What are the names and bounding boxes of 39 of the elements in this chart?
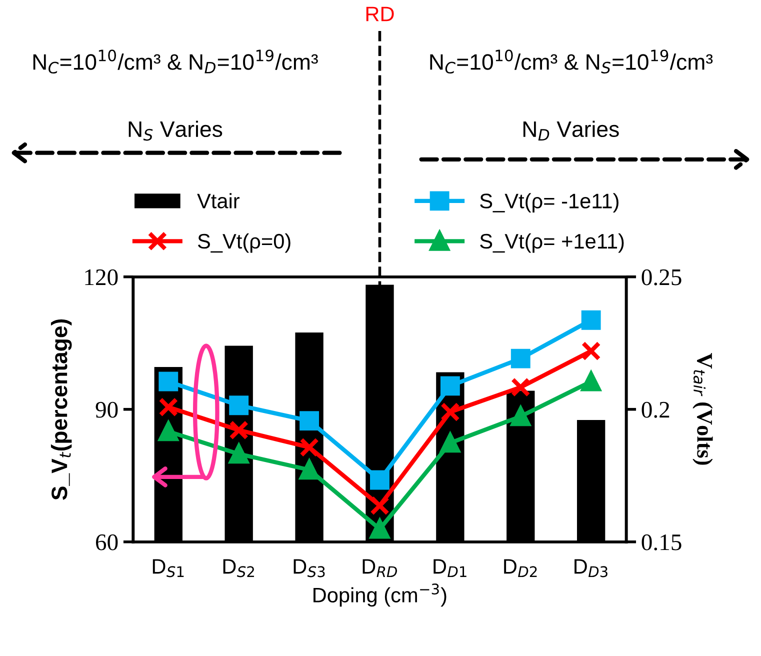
y-tick-label: 90 [96, 402, 118, 418]
x-tick-label: D$_{RD}$ [362, 559, 398, 577]
point [440, 402, 460, 422]
x-axis-title: Doping (cm$^{−3}$) [314, 584, 446, 607]
legend-label: S_Vt(ρ=0) [198, 233, 290, 253]
point [510, 348, 530, 368]
y2-tick-label: 0.2 [642, 402, 670, 418]
text: N$_{C}$=10$^{10}$/cm³ & N$_{S}$=10$^{19}$/cm³ [430, 50, 713, 74]
text: N$_{S}$ Varies [128, 120, 222, 141]
x-tick-label: D$_{S2}$ [223, 559, 254, 578]
x-tick-label: D$_{D2}$ [504, 559, 537, 577]
y-tick-label: 120 [85, 269, 118, 286]
legend-label: S_Vt(ρ= +1e11) [480, 233, 624, 253]
y2-tick-label: 0.15 [642, 534, 682, 550]
y-axis-title: S_V$_{t}$(percentage) [50, 319, 72, 500]
point [158, 397, 178, 417]
x-tick-label: D$_{S3}$ [294, 559, 325, 578]
x-tick-label: D$_{D1}$ [434, 559, 466, 577]
text: N$_{D}$ Varies [523, 120, 619, 140]
legend-label: S_Vt(ρ= -1e11) [480, 193, 618, 213]
point [300, 438, 320, 458]
point [370, 496, 390, 516]
point [440, 376, 460, 396]
y2-tick-label: 0.25 [642, 269, 682, 286]
point [581, 310, 601, 330]
x-tick-label: D$_{D3}$ [574, 559, 608, 578]
point [158, 372, 178, 392]
ref-line-label: RD [366, 6, 394, 22]
legend-label: Vtair [197, 193, 240, 208]
text: N$_{C}$=10$^{10}$/cm³ & N$_{D}$=10$^{19}$/cm³ [33, 50, 318, 74]
point [229, 420, 249, 440]
point [370, 470, 390, 490]
point [229, 396, 249, 416]
y2-axis-title: V$_{tair}$ (Volts) [692, 353, 713, 465]
point [300, 411, 320, 431]
x-tick-label: D$_{S1}$ [152, 559, 184, 578]
point [510, 378, 530, 397]
point [581, 341, 601, 361]
y-tick-label: 60 [96, 534, 118, 550]
